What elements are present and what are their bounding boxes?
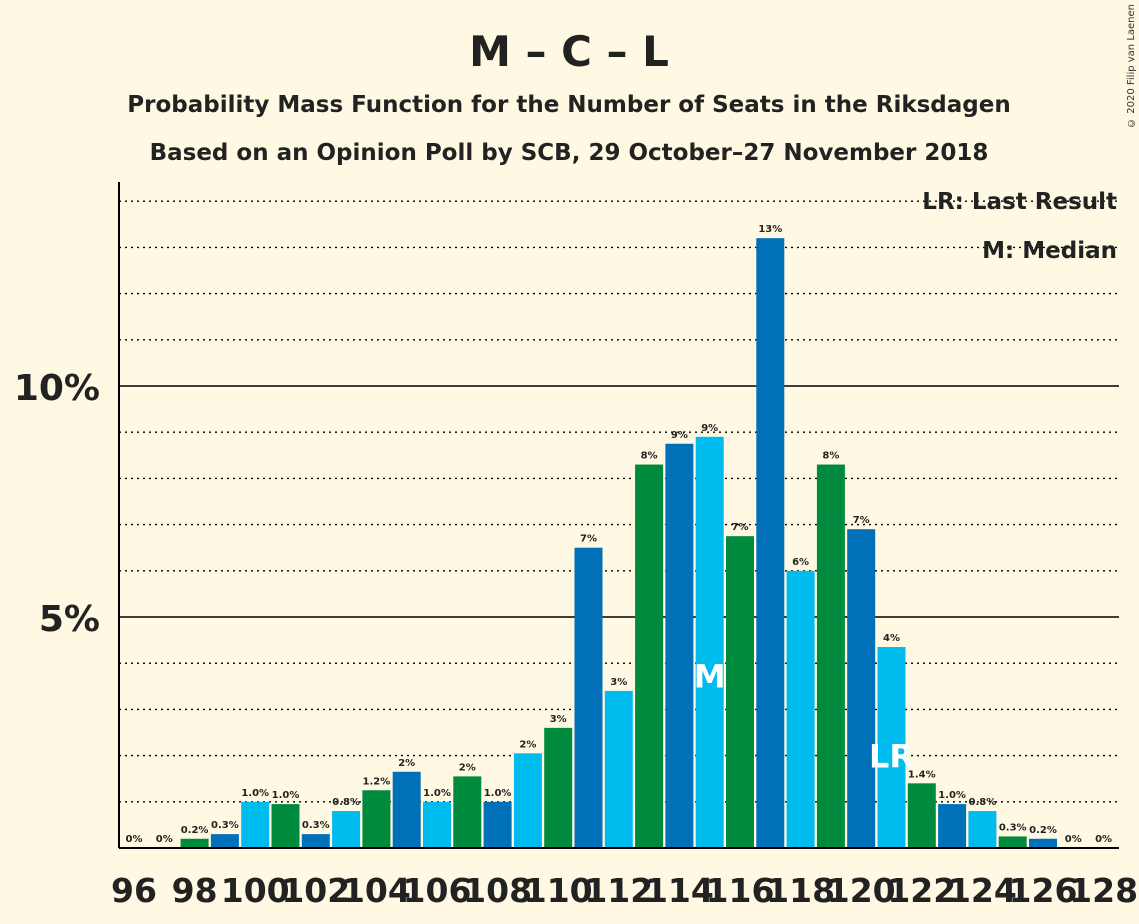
- bar-value-label: 1.0%: [938, 790, 966, 801]
- x-tick-label: 96: [111, 871, 157, 910]
- x-tick-label: 100: [221, 871, 290, 910]
- bar-value-label: 3%: [550, 714, 567, 725]
- bar-seat-113: [635, 464, 664, 848]
- legend-median: M: Median: [982, 238, 1117, 264]
- bar-seat-124: [968, 811, 997, 848]
- bar-seat-123: [938, 804, 967, 848]
- bars: 0% 0%0.2% 0.3%1.0% 1.0%0.3%0.8%1.2%2%1.0%2%…: [126, 224, 1112, 848]
- x-tick-label: 126: [1009, 871, 1078, 910]
- axes: [118, 182, 1119, 849]
- bar-seat-110: [544, 727, 573, 848]
- bar-seat-105: [392, 771, 421, 848]
- x-tick-label: 116: [706, 871, 775, 910]
- bar-seat-99: [210, 834, 239, 848]
- bar-seat-103: [332, 811, 361, 848]
- bar-seat-116: [726, 536, 754, 848]
- bar-value-label: 7%: [580, 534, 597, 545]
- bar-seat-126: [1029, 838, 1057, 848]
- bar-value-label: 0%: [1095, 834, 1112, 845]
- chart-title: M – C – L: [469, 27, 669, 76]
- bar-value-label: 0%: [1065, 834, 1082, 845]
- bar-seat-107: [453, 776, 482, 848]
- chart-subtitle-2: Based on an Opinion Poll by SCB, 29 Octo…: [150, 140, 989, 166]
- bar-seat-112: [604, 690, 633, 848]
- x-tick-label: 114: [645, 871, 714, 910]
- bar-seat-111: [574, 547, 603, 848]
- bar-value-label: 0.8%: [969, 797, 997, 808]
- chart-subtitle-1: Probability Mass Function for the Number…: [127, 92, 1010, 118]
- x-tick-label: 122: [887, 871, 956, 910]
- bar-value-label: 0%: [126, 834, 143, 845]
- bar-seat-117: [756, 238, 785, 848]
- bar-seat-115: [695, 436, 724, 848]
- bar-value-label: 7%: [853, 515, 870, 526]
- bar-value-label: 9%: [701, 423, 718, 434]
- bar-value-label: 9%: [671, 430, 688, 441]
- bar-seat-100: [241, 801, 270, 848]
- bar-seat-108: [483, 801, 512, 848]
- bar-value-label: 1.0%: [484, 788, 512, 799]
- x-tick-label: 98: [172, 871, 218, 910]
- bar-value-label: 0.8%: [332, 797, 360, 808]
- x-tick-label: 106: [403, 871, 472, 910]
- bar-value-label: 1.2%: [363, 776, 391, 787]
- x-tick-label: 110: [524, 871, 593, 910]
- bar-seat-104: [362, 790, 391, 848]
- median-marker: M: [694, 657, 726, 695]
- bar-value-label: 2%: [398, 758, 415, 769]
- bar-value-label: 0.2%: [1029, 825, 1057, 836]
- bar-value-label: 8%: [641, 451, 658, 462]
- bar-value-label: 2%: [519, 739, 536, 750]
- bar-seat-118: [786, 570, 815, 848]
- bar-seat-125: [998, 836, 1027, 848]
- bar-value-label: 0.3%: [302, 820, 330, 831]
- bar-value-label: 6%: [792, 557, 809, 568]
- bar-value-label: 1.0%: [272, 790, 300, 801]
- x-tick-label: 104: [342, 871, 411, 910]
- bar-seat-119: [816, 464, 845, 848]
- x-tick-label: 102: [281, 871, 350, 910]
- bar-seat-114: [665, 443, 694, 848]
- bar-seat-98: [180, 838, 209, 848]
- bar-seat-102: [301, 834, 330, 848]
- bar-value-label: 7%: [732, 522, 749, 533]
- y-tick-label: 5%: [39, 599, 100, 640]
- bar-value-label: 0.2%: [181, 825, 209, 836]
- last-result-marker: LR: [869, 738, 914, 776]
- bar-value-label: 2%: [459, 762, 476, 773]
- x-tick-label: 124: [948, 871, 1017, 910]
- x-tick-labels: 96 98 100102104106108110112114116118120122…: [111, 871, 1138, 910]
- bar-seat-109: [513, 753, 542, 848]
- bar-value-label: 1.0%: [241, 788, 269, 799]
- x-tick-label: 118: [766, 871, 835, 910]
- y-tick-labels: 5% 10%: [14, 368, 100, 640]
- x-tick-label: 120: [827, 871, 896, 910]
- bar-seat-120: [847, 529, 876, 848]
- bar-seat-121: [877, 647, 906, 848]
- copyright-notice: © 2020 Filip van Laenen: [1126, 4, 1137, 128]
- x-tick-label: 112: [584, 871, 653, 910]
- bar-seat-106: [423, 801, 451, 848]
- legend-last-result: LR: Last Result: [922, 189, 1117, 215]
- bar-value-label: 0.3%: [999, 822, 1027, 833]
- bar-seat-101: [271, 804, 300, 848]
- bar-value-label: 1.4%: [908, 769, 936, 780]
- bar-value-label: 0%: [156, 834, 173, 845]
- bar-value-label: 4%: [883, 633, 900, 644]
- bar-value-label: 3%: [610, 677, 627, 688]
- bar-value-label: 13%: [758, 224, 782, 235]
- x-tick-label: 108: [463, 871, 532, 910]
- bar-value-label: 8%: [822, 451, 839, 462]
- y-tick-label: 10%: [14, 368, 100, 409]
- bar-value-label: 1.0%: [423, 788, 451, 799]
- x-tick-label: 128: [1069, 871, 1138, 910]
- bar-seat-122: [907, 783, 936, 848]
- bar-value-label: 0.3%: [211, 820, 239, 831]
